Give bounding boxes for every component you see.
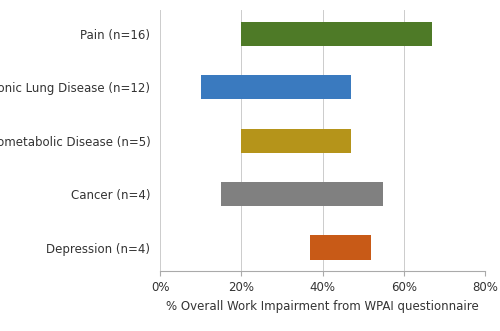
Bar bbox=[310, 235, 371, 260]
X-axis label: % Overall Work Impairment from WPAI questionnaire: % Overall Work Impairment from WPAI ques… bbox=[166, 300, 479, 313]
Bar bbox=[200, 75, 351, 99]
Bar bbox=[221, 182, 384, 206]
Bar bbox=[241, 129, 351, 153]
Bar bbox=[241, 22, 432, 46]
